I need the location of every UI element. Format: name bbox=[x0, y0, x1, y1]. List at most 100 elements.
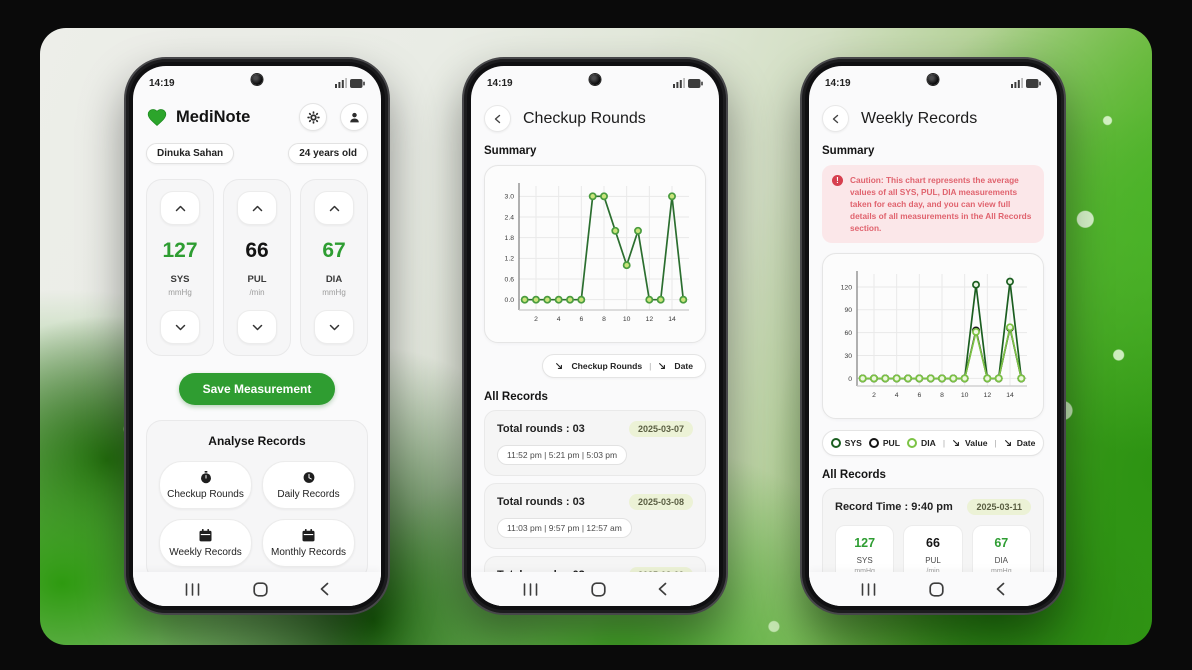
status-time: 14:19 bbox=[825, 77, 851, 89]
chevron-up-icon bbox=[252, 205, 262, 211]
dia-stat-unit: mmHg bbox=[991, 568, 1012, 575]
pul-decrease-button[interactable] bbox=[237, 310, 277, 344]
svg-text:1.8: 1.8 bbox=[505, 235, 515, 242]
svg-text:14: 14 bbox=[1006, 392, 1014, 399]
phone-1-screen: 14:19 MediNote bbox=[133, 66, 381, 606]
analyse-records-card: Analyse Records Checkup Rounds Daily Rec… bbox=[146, 420, 368, 581]
svg-text:30: 30 bbox=[844, 353, 852, 360]
back-button[interactable] bbox=[484, 105, 511, 132]
svg-text:0: 0 bbox=[848, 376, 852, 383]
pul-stepper: 66 PUL /min bbox=[223, 179, 291, 356]
android-nav-bar bbox=[133, 572, 381, 606]
home-nav-icon[interactable] bbox=[252, 581, 268, 597]
weekly-records-button[interactable]: Weekly Records bbox=[159, 519, 252, 567]
dia-decrease-button[interactable] bbox=[314, 310, 354, 344]
android-nav-bar bbox=[809, 572, 1057, 606]
pul-stat-unit: /min bbox=[926, 568, 939, 575]
daily-records-button[interactable]: Daily Records bbox=[262, 461, 355, 509]
status-bar: 14:19 bbox=[809, 66, 1057, 94]
camera-punch-hole bbox=[251, 74, 263, 85]
dia-increase-button[interactable] bbox=[314, 191, 354, 225]
signal-icon bbox=[335, 78, 347, 88]
sys-value: 127 bbox=[162, 239, 198, 262]
sys-label: SYS bbox=[170, 274, 190, 285]
status-time: 14:19 bbox=[487, 77, 513, 89]
legend-sys-toggle[interactable]: SYS bbox=[830, 438, 862, 449]
page-title: Weekly Records bbox=[861, 109, 978, 127]
sys-stepper: 127 SYS mmHg bbox=[146, 179, 214, 356]
svg-text:12: 12 bbox=[984, 392, 992, 399]
sort-checkup-rounds-label[interactable]: Checkup Rounds bbox=[571, 361, 643, 371]
home-nav-icon[interactable] bbox=[928, 581, 944, 597]
sys-stat-value: 127 bbox=[854, 536, 876, 551]
status-icons bbox=[673, 78, 703, 88]
legend-dia-toggle[interactable]: DIA bbox=[907, 438, 936, 449]
chevron-down-icon bbox=[329, 324, 339, 330]
separator: | bbox=[942, 438, 946, 449]
all-records-heading: All Records bbox=[484, 391, 548, 403]
gear-icon bbox=[306, 110, 320, 124]
checkup-rounds-button[interactable]: Checkup Rounds bbox=[159, 461, 252, 509]
app-logo-heart-icon bbox=[147, 109, 167, 126]
record-card[interactable]: Total rounds : 03 2025-03-08 11:03 pm | … bbox=[484, 483, 706, 549]
sort-by-date-button[interactable]: Date bbox=[1004, 438, 1036, 449]
home-nav-icon[interactable] bbox=[590, 581, 606, 597]
svg-text:2: 2 bbox=[534, 316, 538, 323]
back-nav-icon[interactable] bbox=[658, 582, 667, 596]
svg-text:3.0: 3.0 bbox=[505, 194, 515, 201]
back-button[interactable] bbox=[822, 105, 849, 132]
save-measurement-button[interactable]: Save Measurement bbox=[178, 373, 336, 405]
battery-icon bbox=[688, 78, 703, 88]
sort-by-value-button[interactable]: Value bbox=[952, 438, 988, 449]
status-bar: 14:19 bbox=[133, 66, 381, 94]
all-records-heading: All Records bbox=[822, 469, 886, 482]
chart-legend-bar: SYS PUL DIA | Value | bbox=[822, 430, 1044, 457]
recents-nav-icon[interactable] bbox=[523, 582, 538, 596]
sys-increase-button[interactable] bbox=[160, 191, 200, 225]
summary-chart-card: 0.0 0.6 1.2 1.8 2.4 3.0 2 4 6 8 10 12 14 bbox=[484, 165, 706, 343]
recents-nav-icon[interactable] bbox=[185, 582, 200, 596]
sys-unit: mmHg bbox=[168, 288, 192, 297]
record-title: Total rounds : 03 bbox=[497, 423, 585, 435]
calendar-icon bbox=[302, 529, 315, 542]
svg-text:6: 6 bbox=[917, 392, 921, 399]
page-title: Checkup Rounds bbox=[523, 109, 646, 127]
back-nav-icon[interactable] bbox=[320, 582, 329, 596]
signal-icon bbox=[673, 78, 685, 88]
caution-icon: ! bbox=[832, 175, 843, 186]
sort-options[interactable]: Checkup Rounds | Date bbox=[542, 354, 706, 378]
chevron-up-icon bbox=[329, 205, 339, 211]
sort-value-label: Value bbox=[965, 438, 988, 449]
pul-legend-dot bbox=[868, 438, 879, 449]
legend-pul-toggle[interactable]: PUL bbox=[868, 438, 900, 449]
record-card[interactable]: Total rounds : 03 2025-03-07 11:52 pm | … bbox=[484, 410, 706, 476]
sort-icon bbox=[1004, 439, 1011, 446]
svg-text:2.4: 2.4 bbox=[505, 214, 515, 221]
svg-text:14: 14 bbox=[668, 316, 676, 323]
record-title: Record Time : 9:40 pm bbox=[835, 501, 953, 514]
android-nav-bar bbox=[471, 572, 719, 606]
analyse-records-title: Analyse Records bbox=[208, 434, 306, 448]
recents-nav-icon[interactable] bbox=[861, 582, 876, 596]
pul-stat-value: 66 bbox=[926, 536, 940, 551]
record-times: 11:52 pm | 5:21 pm | 5:03 pm bbox=[497, 445, 628, 465]
dia-stat-label: DIA bbox=[994, 556, 1008, 566]
page-header: Weekly Records bbox=[822, 105, 1044, 132]
settings-button[interactable] bbox=[299, 103, 327, 131]
monthly-records-button[interactable]: Monthly Records bbox=[262, 519, 355, 567]
sort-date-label[interactable]: Date bbox=[674, 361, 693, 371]
pul-value: 66 bbox=[245, 239, 269, 262]
sys-decrease-button[interactable] bbox=[160, 310, 200, 344]
svg-text:1.2: 1.2 bbox=[505, 256, 515, 263]
sort-date-label: Date bbox=[1016, 438, 1036, 449]
pul-increase-button[interactable] bbox=[237, 191, 277, 225]
svg-text:0.0: 0.0 bbox=[505, 297, 515, 304]
signal-icon bbox=[1011, 78, 1023, 88]
chevron-left-icon bbox=[832, 114, 839, 123]
dia-legend-label: DIA bbox=[921, 438, 936, 449]
camera-punch-hole bbox=[589, 74, 601, 85]
background-art: 14:19 MediNote bbox=[40, 28, 1152, 645]
back-nav-icon[interactable] bbox=[996, 582, 1005, 596]
pul-legend-label: PUL bbox=[882, 438, 900, 449]
profile-button[interactable] bbox=[340, 103, 368, 131]
